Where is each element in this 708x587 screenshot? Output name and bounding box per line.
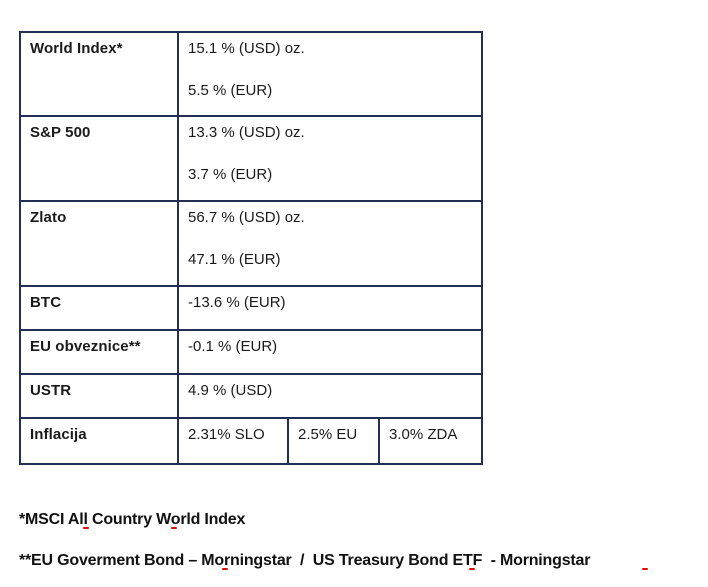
- inflation-cell-slo: 2.31% SLO: [177, 417, 289, 465]
- value-line: 5.5 % (EUR): [188, 82, 273, 99]
- inflation-cell-zda: 3.0% ZDA: [378, 417, 483, 465]
- table-row: S&P 500 13.3 % (USD) oz. 3.7 % (EUR): [19, 115, 483, 202]
- value-line: 56.7 % (USD) oz.: [188, 209, 305, 226]
- spellcheck-mark: [171, 527, 177, 529]
- row-value-sp500: 13.3 % (USD) oz. 3.7 % (EUR): [177, 115, 483, 202]
- spellcheck-mark: [83, 527, 89, 529]
- row-label-eu-obveznice: EU obveznice**: [19, 329, 179, 375]
- table-row: USTR 4.9 % (USD): [19, 373, 483, 419]
- row-label-sp500: S&P 500: [19, 115, 179, 202]
- footnote-msci: *MSCI All Country World Index: [19, 511, 246, 528]
- value-line: -13.6 % (EUR): [188, 294, 286, 311]
- table-row: Inflacija 2.31% SLO 2.5% EU 3.0% ZDA: [19, 417, 483, 465]
- row-value-eu-obveznice: -0.1 % (EUR): [177, 329, 483, 375]
- inflation-cell-eu: 2.5% EU: [287, 417, 380, 465]
- spellcheck-mark: [642, 568, 648, 570]
- performance-table: World Index* 15.1 % (USD) oz. 5.5 % (EUR…: [19, 31, 483, 465]
- table-row: BTC -13.6 % (EUR): [19, 285, 483, 331]
- value-line: 4.9 % (USD): [188, 382, 273, 399]
- row-label-world-index: World Index*: [19, 31, 179, 117]
- row-label-ustr: USTR: [19, 373, 179, 419]
- table-row: Zlato 56.7 % (USD) oz. 47.1 % (EUR): [19, 200, 483, 287]
- row-value-zlato: 56.7 % (USD) oz. 47.1 % (EUR): [177, 200, 483, 287]
- table-row: World Index* 15.1 % (USD) oz. 5.5 % (EUR…: [19, 31, 483, 117]
- value-line: 15.1 % (USD) oz.: [188, 40, 305, 57]
- row-label-btc: BTC: [19, 285, 179, 331]
- row-label-inflacija: Inflacija: [19, 417, 179, 465]
- spellcheck-mark: [222, 568, 228, 570]
- value-line: 13.3 % (USD) oz.: [188, 124, 305, 141]
- table-row: EU obveznice** -0.1 % (EUR): [19, 329, 483, 375]
- row-value-btc: -13.6 % (EUR): [177, 285, 483, 331]
- spellcheck-mark: [469, 568, 475, 570]
- row-label-zlato: Zlato: [19, 200, 179, 287]
- value-line: 3.7 % (EUR): [188, 166, 273, 183]
- value-line: 47.1 % (EUR): [188, 251, 281, 268]
- row-value-world-index: 15.1 % (USD) oz. 5.5 % (EUR): [177, 31, 483, 117]
- footnote-bonds: **EU Goverment Bond – Morningstar / US T…: [19, 552, 591, 569]
- row-value-ustr: 4.9 % (USD): [177, 373, 483, 419]
- value-line: -0.1 % (EUR): [188, 338, 278, 355]
